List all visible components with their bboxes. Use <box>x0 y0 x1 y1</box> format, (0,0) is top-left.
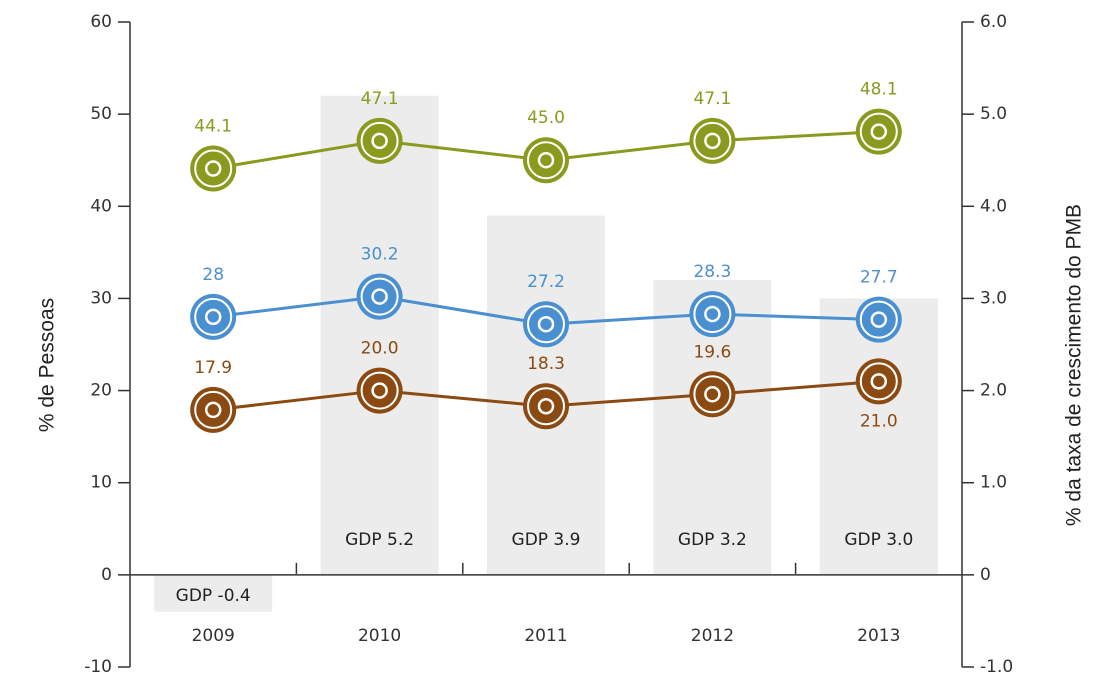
marker-icon <box>870 123 888 140</box>
marker-icon <box>704 305 721 323</box>
data-label: 27.2 <box>527 272 565 292</box>
marker <box>855 108 902 155</box>
y2-tick-label: 0 <box>980 565 991 585</box>
marker-ring <box>527 141 565 180</box>
marker-ring <box>194 149 233 188</box>
y2-tick-label: 6.0 <box>980 12 1007 32</box>
data-label: 28 <box>202 265 224 285</box>
marker-ring <box>693 295 732 334</box>
x-tick-label: 2009 <box>192 626 235 646</box>
y-tick-label: 50 <box>90 104 112 124</box>
marker-ring <box>360 277 399 316</box>
marker-icon <box>704 386 721 403</box>
marker-ring <box>859 362 898 401</box>
marker-icon <box>371 132 388 150</box>
marker <box>523 137 569 184</box>
data-label: 27.7 <box>860 268 898 288</box>
marker <box>356 117 403 164</box>
marker-ring <box>693 375 732 414</box>
y-axis-label: % de Pessoas <box>36 298 59 432</box>
marker-icon <box>204 401 222 419</box>
y2-tick-label: 5.0 <box>980 104 1007 124</box>
marker-icon <box>204 160 222 177</box>
marker-ring <box>360 121 399 160</box>
marker <box>689 117 736 164</box>
data-label: 48.1 <box>860 80 898 100</box>
y-tick-label: 10 <box>90 473 112 493</box>
marker-ring <box>360 371 399 410</box>
marker-ring <box>859 300 898 339</box>
data-label: 30.2 <box>361 245 399 265</box>
data-label: 28.3 <box>693 262 731 282</box>
marker <box>356 367 403 414</box>
y-tick-label: 60 <box>90 12 112 32</box>
y2-tick-label: 4.0 <box>980 196 1007 216</box>
marker-ring <box>693 121 732 160</box>
data-label: 44.1 <box>194 117 232 137</box>
y2-tick-label: 1.0 <box>980 473 1007 493</box>
y2-tick-label: 2.0 <box>980 381 1007 401</box>
marker <box>523 301 569 348</box>
data-label: 19.6 <box>693 342 731 362</box>
marker <box>190 293 237 340</box>
data-label: 20.0 <box>361 339 399 359</box>
bar-label: GDP 3.0 <box>844 530 913 550</box>
y-tick-label: 20 <box>90 381 112 401</box>
y2-axis-label: % da taxa de crescimento do PMB <box>1063 204 1086 526</box>
marker-ring <box>527 305 565 344</box>
y2-tick-label: -1.0 <box>980 657 1013 677</box>
x-tick-label: 2013 <box>857 626 900 646</box>
y-tick-label: 40 <box>90 196 112 216</box>
bar-label: GDP 3.2 <box>678 530 747 550</box>
marker-ring <box>859 112 898 151</box>
y-tick-label: 0 <box>101 565 112 585</box>
bar-label: GDP -0.4 <box>176 586 251 606</box>
bar-label: GDP 5.2 <box>345 530 414 550</box>
marker-ring <box>194 390 233 429</box>
bar <box>320 95 439 575</box>
data-label: 18.3 <box>527 354 565 374</box>
marker <box>190 386 237 433</box>
marker-icon <box>537 151 555 169</box>
bar <box>154 574 273 612</box>
marker <box>689 291 736 338</box>
y2-tick-label: 3.0 <box>980 288 1007 308</box>
bar <box>819 298 938 575</box>
marker-icon <box>371 382 388 399</box>
marker-icon <box>537 315 555 333</box>
marker-ring <box>194 297 233 336</box>
marker-icon <box>704 132 721 150</box>
x-tick-label: 2012 <box>691 626 734 646</box>
marker <box>356 273 403 320</box>
marker-icon <box>870 311 888 328</box>
marker <box>689 371 736 418</box>
bar-label: GDP 3.9 <box>512 530 581 550</box>
data-label: 21.0 <box>860 411 898 431</box>
marker <box>190 145 237 192</box>
marker-icon <box>870 373 888 390</box>
marker <box>855 296 902 343</box>
marker-icon <box>204 308 222 326</box>
marker <box>523 383 569 430</box>
marker <box>855 358 902 405</box>
marker-icon <box>537 397 555 415</box>
data-label: 47.1 <box>693 89 731 109</box>
x-tick-label: 2011 <box>524 626 567 646</box>
data-label: 47.1 <box>361 89 399 109</box>
data-label: 17.9 <box>194 358 232 378</box>
y-tick-label: -10 <box>84 657 112 677</box>
marker-icon <box>371 288 388 305</box>
y-tick-label: 30 <box>90 288 112 308</box>
x-tick-label: 2010 <box>358 626 401 646</box>
data-label: 45.0 <box>527 108 565 128</box>
marker-ring <box>527 387 565 426</box>
